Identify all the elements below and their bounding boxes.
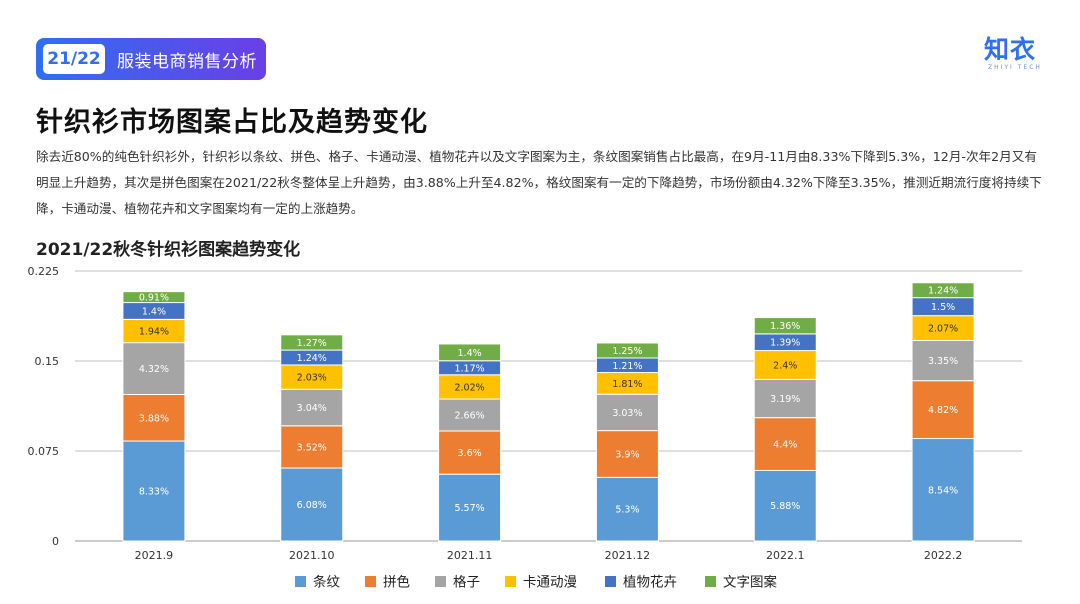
badge-title: 服装电商销售分析 xyxy=(117,51,257,72)
data-label: 2.02% xyxy=(454,382,484,393)
bar-segment xyxy=(753,469,817,542)
chart-title: 2021/22秋冬针织衫图案趋势变化 xyxy=(36,240,301,260)
legend-label: 拼色 xyxy=(383,574,410,591)
bar-segment xyxy=(595,430,659,478)
data-label: 1.24% xyxy=(928,286,958,297)
bar-segment xyxy=(280,364,344,390)
stacked-bar-chart: 0 0.075 0.15 0.225 8.33% 3.88% 4.32% 1.94% 1.4% 0… xyxy=(28,265,1022,591)
data-label: 8.33% xyxy=(139,487,169,498)
data-label: 3.03% xyxy=(612,408,642,419)
data-label: 0.91% xyxy=(139,293,169,304)
bar-segment xyxy=(438,473,502,542)
data-label: 1.94% xyxy=(139,327,169,338)
data-label: 1.25% xyxy=(612,346,642,357)
bar-segment xyxy=(122,291,186,304)
data-label: 2.4% xyxy=(773,360,797,371)
legend-label: 植物花卉 xyxy=(623,575,677,591)
bar-segment xyxy=(438,343,502,362)
data-label: 6.08% xyxy=(297,500,327,511)
data-label: 1.24% xyxy=(297,353,327,364)
description-paragraph: 除去近80%的纯色针织衫外，针织衫以条纹、拼色、格子、卡通动漫、植物花卉以及文字… xyxy=(36,149,1042,216)
data-label: 3.19% xyxy=(770,394,800,405)
data-label: 1.27% xyxy=(297,338,327,349)
bar-segment xyxy=(911,315,975,341)
bar-segment xyxy=(280,388,344,427)
data-label: 5.88% xyxy=(770,501,800,512)
legend-swatch xyxy=(705,576,716,587)
legend-label: 文字图案 xyxy=(723,574,777,591)
page-title: 针织衫市场图案占比及趋势变化 xyxy=(36,107,428,138)
logo-subtext: ZHIYI TECH xyxy=(988,64,1042,71)
bar-segment xyxy=(911,282,975,299)
data-label: 8.54% xyxy=(928,485,958,496)
x-tick-label: 2021.9 xyxy=(135,549,174,562)
data-label: 3.9% xyxy=(615,450,639,461)
bar-segment xyxy=(753,417,817,471)
x-tick-label: 2022.2 xyxy=(924,549,963,562)
data-label: 5.3% xyxy=(615,505,639,516)
bar-segment xyxy=(595,342,659,359)
data-label: 1.81% xyxy=(612,379,642,390)
x-tick-label: 2022.1 xyxy=(766,549,805,562)
data-label: 3.52% xyxy=(297,442,327,453)
brand-logo: 知衣 ZHIYI TECH xyxy=(984,36,1042,74)
data-label: 3.35% xyxy=(928,356,958,367)
bar-segment xyxy=(280,467,344,542)
data-label: 1.4% xyxy=(142,306,166,317)
data-label: 3.88% xyxy=(139,413,169,424)
data-label: 4.4% xyxy=(773,440,797,451)
bar-segment xyxy=(753,378,817,419)
data-label: 1.4% xyxy=(458,348,482,359)
legend-swatch xyxy=(505,576,516,587)
bar-segment xyxy=(595,476,659,542)
y-tick-label: 0.225 xyxy=(28,265,60,278)
x-tick-label: 2021.11 xyxy=(447,549,493,562)
y-tick-label: 0 xyxy=(52,535,59,548)
data-label: 4.82% xyxy=(928,405,958,416)
data-label: 1.39% xyxy=(770,338,800,349)
badge-number: 21/22 xyxy=(43,44,105,74)
data-label: 1.21% xyxy=(612,361,642,372)
bar-segment xyxy=(122,440,186,542)
data-label: 2.03% xyxy=(297,373,327,384)
bar-segment xyxy=(122,393,186,442)
bar-segment xyxy=(753,350,817,380)
bar-segment xyxy=(280,334,344,351)
legend-label: 格子 xyxy=(453,575,480,591)
y-tick-label: 0.15 xyxy=(35,355,60,368)
legend-swatch xyxy=(435,576,446,587)
x-tick-label: 2021.10 xyxy=(289,549,335,562)
data-label: 5.57% xyxy=(454,503,484,514)
data-label: 1.5% xyxy=(931,302,955,313)
logo-text: 知衣 xyxy=(984,35,1037,64)
bar-segment xyxy=(911,380,975,440)
bar-segment xyxy=(753,317,817,335)
data-label: 1.36% xyxy=(770,321,800,332)
data-label: 2.66% xyxy=(454,411,484,422)
x-tick-label: 2021.12 xyxy=(605,549,651,562)
bar-segment xyxy=(595,393,659,432)
data-label: 2.07% xyxy=(928,324,958,335)
legend-swatch xyxy=(605,576,616,587)
legend-label: 卡通动漫 xyxy=(523,575,577,591)
header-badge: 21/22 服装电商销售分析 xyxy=(36,38,266,80)
y-tick-label: 0.075 xyxy=(28,445,60,458)
data-label: 4.32% xyxy=(139,364,169,375)
data-label: 3.04% xyxy=(297,403,327,414)
bar-segment xyxy=(280,425,344,469)
data-label: 1.17% xyxy=(454,363,484,374)
legend-label: 条纹 xyxy=(313,574,340,591)
data-label: 3.6% xyxy=(458,448,482,459)
bar-segment xyxy=(438,398,502,432)
legend-swatch xyxy=(365,576,376,587)
legend-swatch xyxy=(295,576,306,587)
bar-segment xyxy=(911,438,975,542)
